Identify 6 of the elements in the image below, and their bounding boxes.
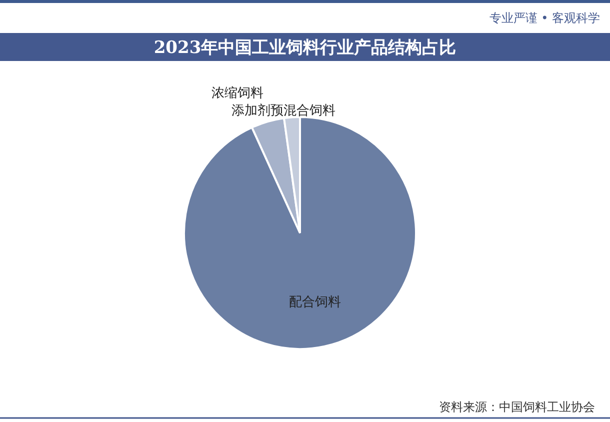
slice-label: 添加剂预混合饲料 bbox=[232, 102, 336, 118]
chart-title: 2023年中国工业饲料行业产品结构占比 bbox=[154, 38, 456, 58]
slice-label: 配合饲料 bbox=[288, 295, 341, 310]
text: 专业严谨 • 客观科学 bbox=[489, 11, 600, 25]
slice-label: 浓缩饲料 bbox=[212, 86, 264, 101]
text: 资料来源：中国饲料工业协会 bbox=[439, 400, 595, 414]
